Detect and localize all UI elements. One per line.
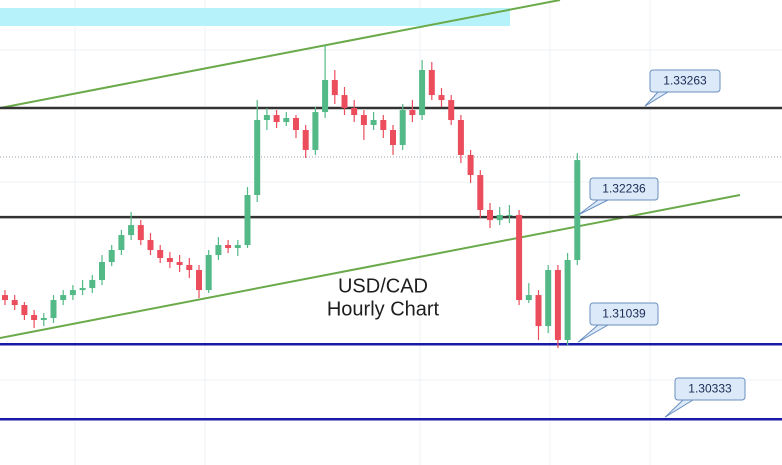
- candle-body: [448, 100, 455, 121]
- candle-body: [351, 108, 358, 116]
- candle-body: [370, 120, 377, 126]
- candle-body: [234, 245, 241, 249]
- level-label: 1.32236: [602, 182, 646, 196]
- callout-pointer: [577, 324, 609, 343]
- candle-body: [31, 315, 38, 321]
- annotation: Hourly Chart: [327, 298, 440, 320]
- candle-body: [196, 269, 202, 291]
- levels: [0, 106, 782, 421]
- candle-body: [467, 154, 474, 176]
- candle-body: [244, 195, 251, 246]
- candle-body: [89, 279, 96, 289]
- candle-body: [50, 300, 57, 319]
- candle-body: [293, 118, 299, 131]
- candle-body: [312, 112, 319, 150]
- candle-body: [225, 245, 232, 249]
- candle-body: [438, 95, 445, 101]
- candle-body: [409, 110, 416, 116]
- candle-body: [457, 120, 464, 155]
- candle-body: [11, 300, 18, 306]
- candle-body: [390, 130, 396, 145]
- candle-body: [516, 214, 523, 301]
- candle-body: [108, 250, 115, 263]
- candle-body: [166, 257, 173, 263]
- candle-body: [535, 295, 542, 327]
- candle-body: [157, 250, 164, 258]
- callout-pointer: [577, 199, 609, 216]
- candle-body: [419, 69, 426, 116]
- candle-body: [60, 295, 67, 301]
- candle-body: [380, 120, 387, 131]
- level-label: 1.33263: [663, 74, 707, 88]
- candle-body: [506, 214, 513, 216]
- callout-pointer: [644, 91, 669, 107]
- callout-box: [649, 69, 721, 93]
- candle-body: [176, 262, 183, 266]
- candle-body: [564, 260, 571, 340]
- callouts: 1.33263 1.32236 1.31039 1.30333: [577, 69, 746, 418]
- annotation: USD/CAD: [338, 275, 428, 297]
- candle-body: [341, 95, 348, 109]
- candle-body: [147, 240, 154, 251]
- candle-body: [69, 290, 76, 296]
- callout-pointer: [664, 399, 694, 418]
- candle-body: [137, 225, 144, 241]
- level-label: 1.31039: [602, 307, 646, 321]
- candle-body: [205, 255, 212, 291]
- trend-line: [0, 194, 741, 339]
- candle-body: [545, 269, 552, 327]
- candle-body: [283, 118, 290, 123]
- candle-body: [496, 214, 503, 221]
- candle-body: [554, 269, 561, 340]
- candle-body: [399, 110, 406, 145]
- candle-body: [215, 245, 222, 256]
- candle-body: [477, 175, 484, 210]
- candle-body: [263, 115, 270, 121]
- callout-box: [589, 177, 659, 201]
- trend-line: [0, 0, 561, 109]
- level-label: 1.30333: [688, 382, 732, 396]
- candles: [2, 45, 581, 349]
- candle-body: [21, 305, 28, 316]
- candle-body: [360, 115, 367, 126]
- candle-body: [302, 130, 309, 150]
- candle-body: [525, 295, 532, 301]
- candle-body: [574, 160, 581, 261]
- highlight-band: [0, 8, 510, 26]
- candle-body: [322, 79, 329, 113]
- candle-body: [254, 120, 261, 196]
- callout-box: [589, 302, 659, 326]
- candle-body: [118, 235, 125, 251]
- candle-body: [2, 295, 8, 301]
- candle-body: [273, 115, 280, 123]
- candle-body: [40, 318, 47, 321]
- candle-body: [487, 209, 493, 221]
- candle-body: [128, 225, 135, 236]
- candle-body: [186, 265, 193, 270]
- candle-body: [99, 262, 105, 280]
- candle-body: [79, 288, 86, 291]
- callout-box: [674, 377, 746, 401]
- candle-body: [331, 79, 338, 96]
- candle-body: [428, 69, 435, 96]
